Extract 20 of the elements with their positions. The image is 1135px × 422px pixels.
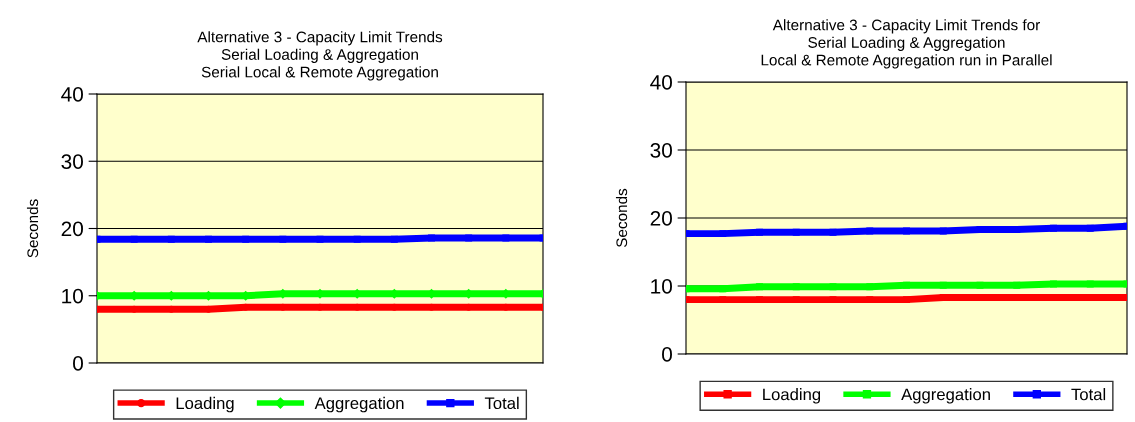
- y-tick-label: 30: [61, 154, 83, 169]
- legend-label: Total: [1071, 388, 1106, 401]
- y-axis-title: Seconds: [26, 199, 39, 258]
- y-tick-label: 20: [650, 211, 672, 226]
- y-tick-label: 30: [650, 143, 672, 158]
- y-tick-label: 10: [651, 279, 672, 294]
- chart-title: Alternative 3 - Capacity Limit Trends for Serial Loading & Aggregation Local & Remote Aggregation run in Parallel: [761, 19, 1052, 69]
- y-axis-title: Seconds: [615, 188, 628, 248]
- chart-title: Alternative 3 - Capacity Limit Trends Serial Loading & Aggregation Serial Local & Remote Aggregation: [197, 31, 443, 81]
- legend-label: Total: [484, 396, 519, 410]
- y-tick-label: 0: [73, 356, 83, 371]
- legend-label: Loading: [763, 388, 821, 404]
- y-tick-label: 0: [662, 347, 672, 362]
- legend-label: Aggregation: [901, 388, 990, 404]
- y-tick-label: 10: [62, 288, 83, 304]
- y-tick-label: 40: [650, 75, 672, 90]
- y-tick-label: 40: [61, 87, 83, 102]
- legend-label: Aggregation: [314, 396, 404, 413]
- y-tick-label: 20: [61, 221, 83, 237]
- legend-label: Loading: [176, 396, 234, 413]
